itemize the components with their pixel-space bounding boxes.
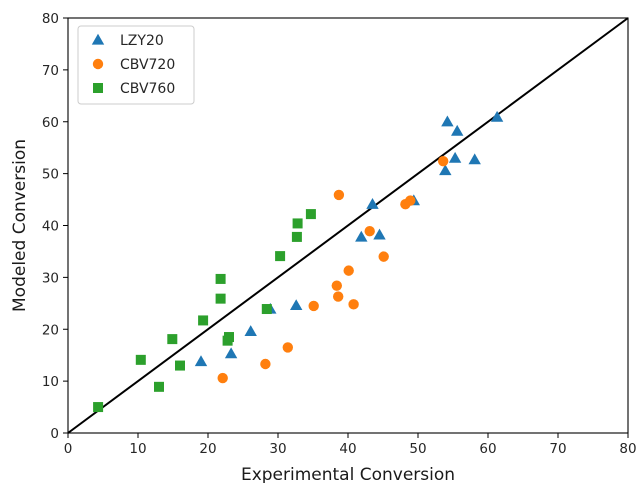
x-tick-label: 60 [479,441,496,457]
data-point [441,115,454,127]
data-point [224,332,234,343]
y-tick-label: 10 [42,374,59,390]
data-point [93,402,104,413]
y-axis-label: Modeled Conversion [10,139,30,312]
legend-item-cbv720: CBV720 [92,57,175,73]
data-point [292,218,303,229]
legend: LZY20 CBV720 CBV760 [77,25,195,105]
data-point [282,342,293,353]
data-point [308,300,319,312]
data-point [244,325,257,336]
series-cbv720 [217,155,449,384]
x-tick-label: 20 [199,441,216,457]
data-point [439,164,452,176]
legend-marker [92,58,104,70]
x-tick-label: 40 [339,441,356,457]
x-tick-label: 80 [619,441,636,457]
y-tick-label: 30 [42,270,59,286]
y-tick-label: 20 [42,322,59,338]
legend-label: LZY20 [120,33,164,49]
y-tick-label: 70 [42,63,59,79]
axis-ticks: 0 10 20 30 40 50 60 70 80 0 10 20 30 40 50 60 70 80 [42,11,636,457]
data-point [275,251,286,262]
data-point [451,124,464,136]
data-point [343,265,354,276]
data-point [468,153,481,165]
data-point [217,372,228,384]
legend-label: CBV720 [120,57,175,73]
data-point [175,360,185,371]
data-point [355,230,368,242]
y-tick-label: 0 [50,426,59,442]
x-tick-label: 70 [549,441,566,457]
data-point [348,299,359,310]
data-point [198,315,209,326]
data-point [167,334,178,345]
x-tick-label: 0 [64,441,73,457]
data-point [260,358,271,370]
data-point [438,155,449,167]
legend-marker [93,83,103,93]
data-point [194,355,208,367]
data-point [378,251,389,262]
data-point [215,293,226,304]
x-tick-label: 10 [129,441,146,457]
data-point [261,304,272,315]
data-point [373,228,386,240]
legend-item-lzy20: LZY20 [91,33,164,49]
plot-area [67,17,629,434]
data-point [154,381,164,392]
data-point [331,280,342,291]
series-cbv760 [93,209,316,413]
data-point [333,189,345,201]
legend-item-cbv760: CBV760 [93,81,175,97]
x-tick-label: 50 [409,441,426,457]
data-point [305,209,316,220]
data-point [215,273,226,284]
series-lzy20 [194,110,504,367]
y-tick-label: 40 [42,219,59,235]
y-tick-label: 60 [42,115,59,131]
y-tick-label: 50 [42,167,59,183]
x-tick-label: 30 [269,441,286,457]
legend-marker [91,33,105,45]
legend-label: CBV760 [120,81,175,97]
data-point [290,299,303,311]
data-point [291,231,302,242]
data-point [405,195,416,206]
data-point [366,198,379,209]
x-axis-label: Experimental Conversion [241,465,455,483]
y-tick-label: 80 [42,11,59,27]
data-point [333,291,344,302]
data-point [364,226,375,237]
data-point [135,354,146,365]
legend-box [77,25,195,105]
data-point [448,151,462,163]
data-point [224,347,238,359]
reference-line [67,17,629,434]
data-point [490,110,504,122]
